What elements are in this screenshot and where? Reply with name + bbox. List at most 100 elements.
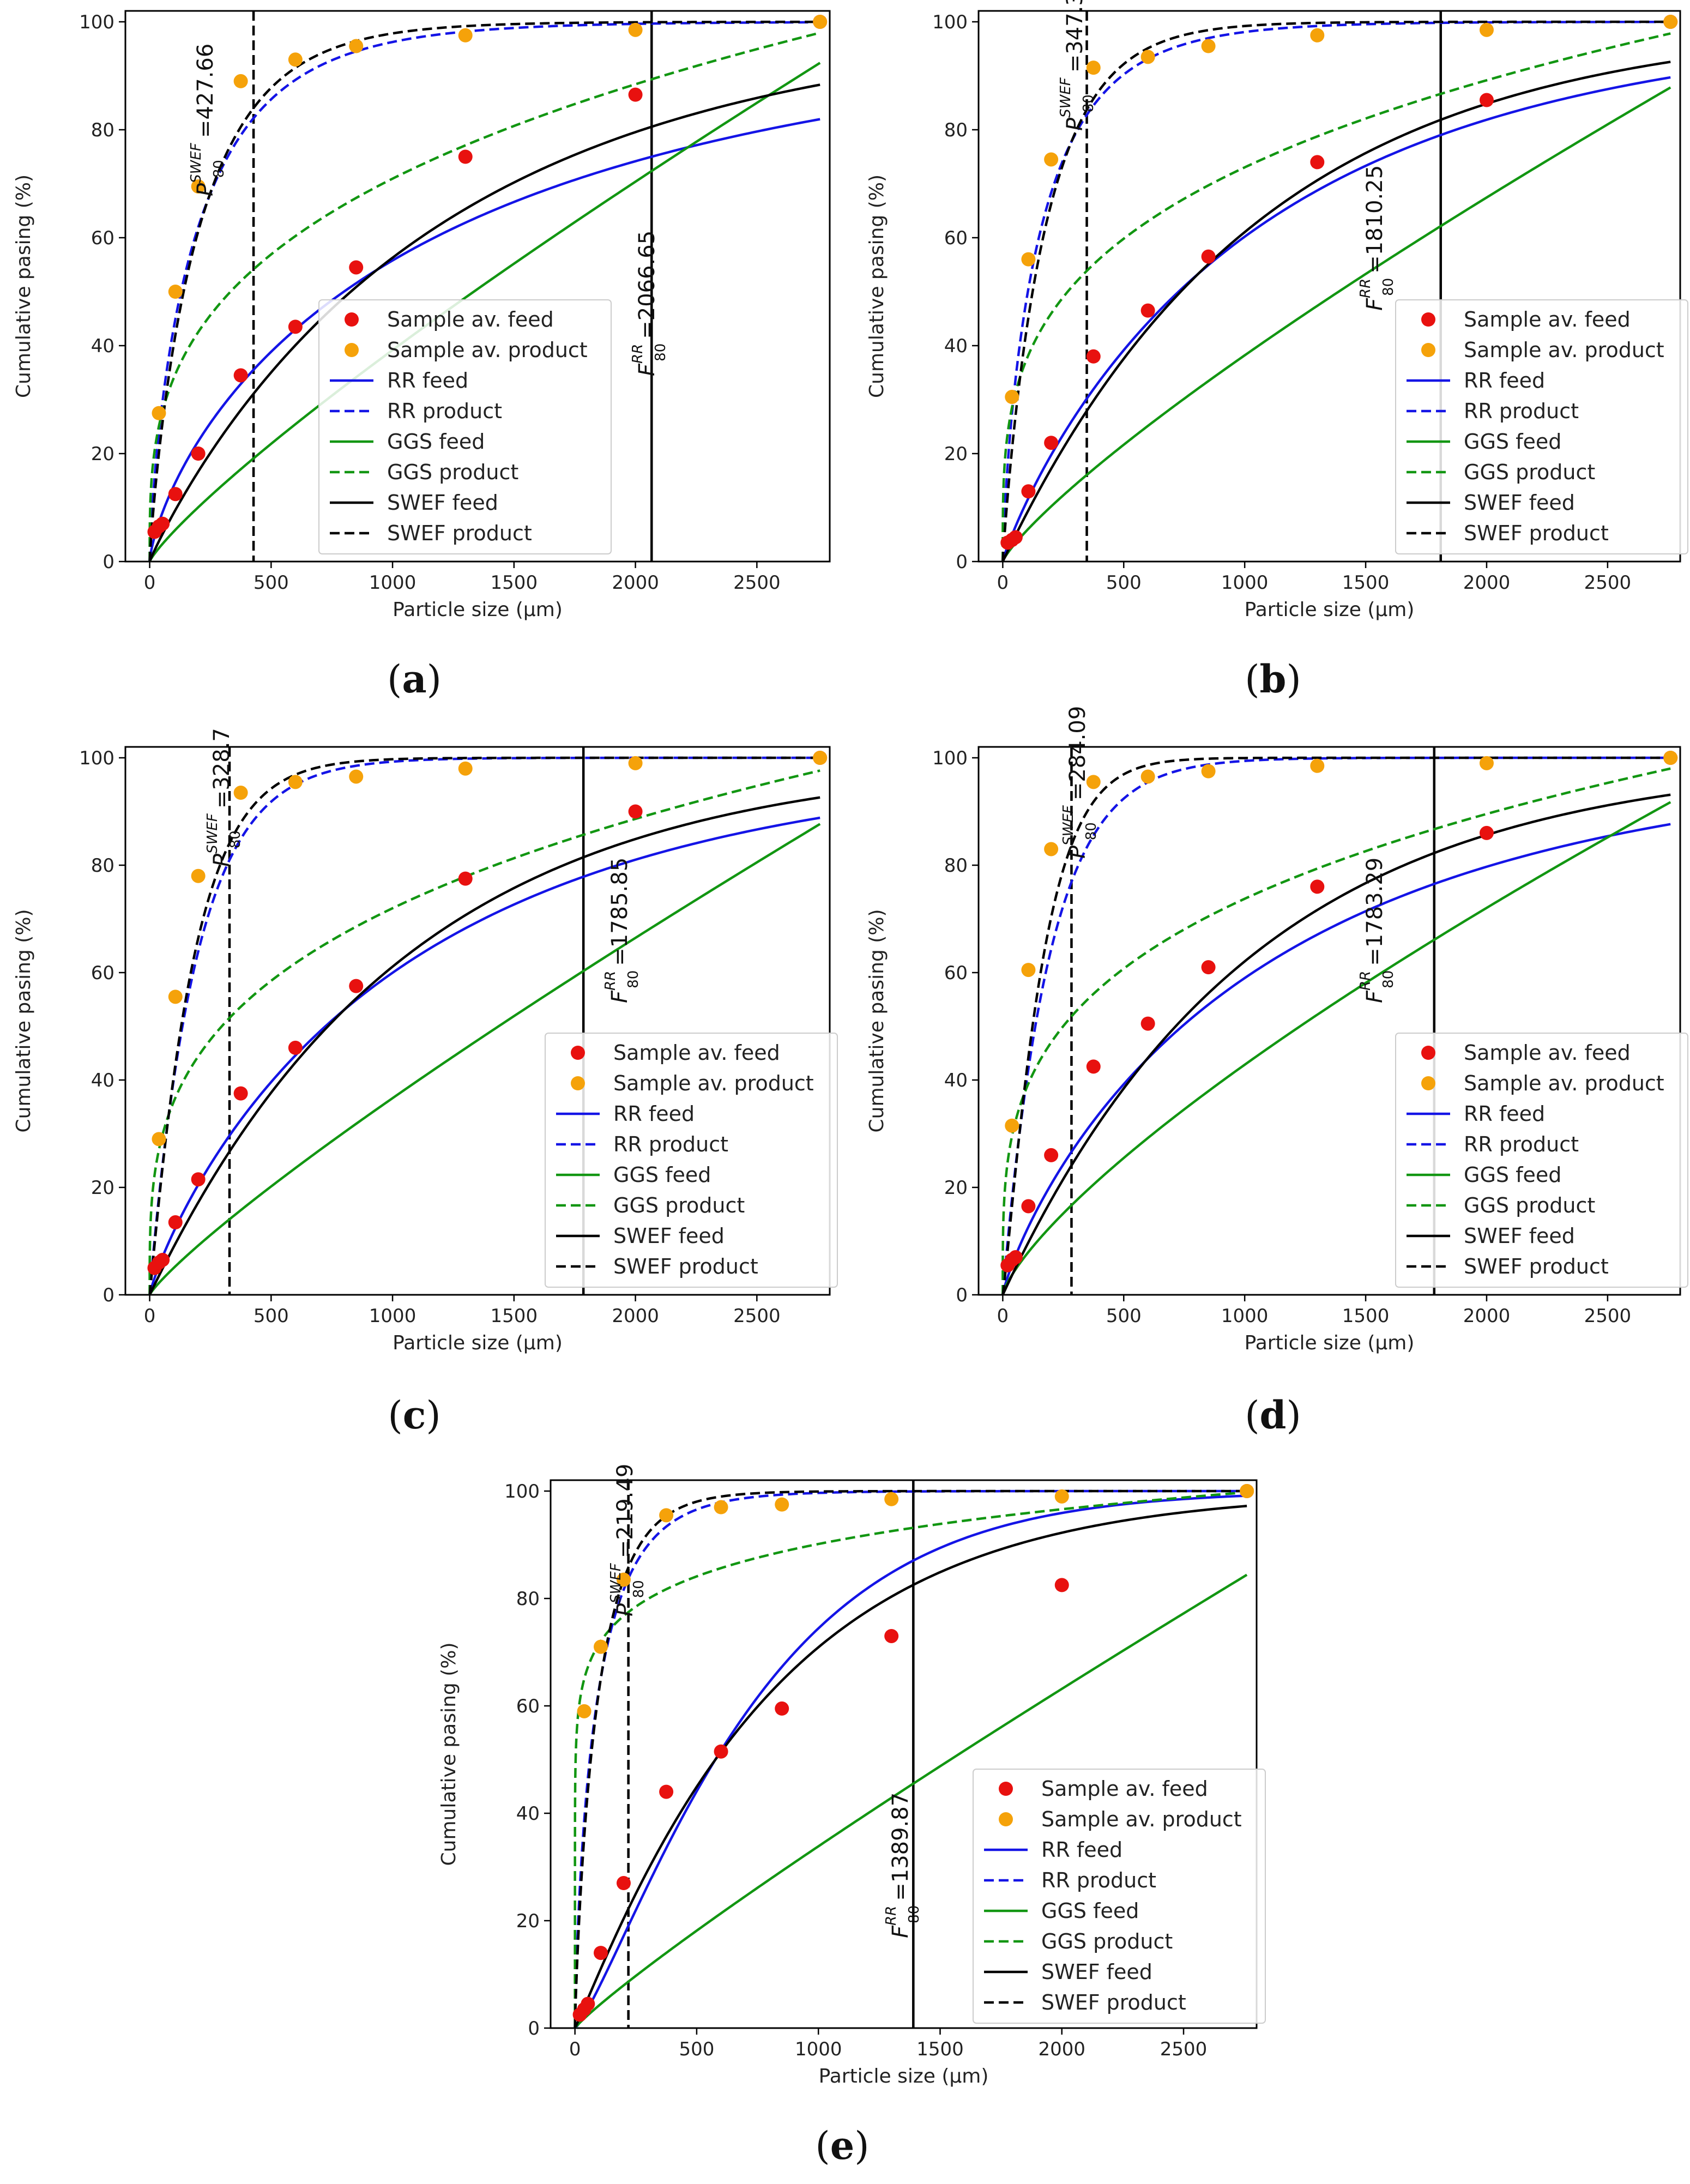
x-tick-label: 2500	[1160, 2038, 1208, 2060]
product-sample-point	[1021, 963, 1036, 978]
curve-ggs-feed	[148, 62, 821, 562]
x-tick-label: 500	[254, 572, 289, 594]
p80-swef-annotation: PSWEF 80=219.49	[608, 1464, 647, 1616]
product-sample-point	[1021, 252, 1036, 267]
feed-sample-point	[628, 87, 643, 102]
feed-sample-point	[191, 1172, 206, 1187]
y-axis-label: Cumulative pasing (%)	[866, 909, 888, 1133]
panel-caption: (e)	[815, 2123, 869, 2168]
feed-sample-point	[1021, 484, 1036, 499]
product-sample-point	[458, 761, 473, 776]
legend-entry: Sample av. product	[613, 1071, 814, 1095]
feed-sample-point	[168, 1215, 183, 1230]
y-tick-label: 80	[516, 1588, 540, 1610]
legend-entry: GGS product	[387, 460, 518, 484]
product-sample-point	[349, 769, 364, 784]
product-sample-point	[233, 74, 248, 88]
curve-swef-feed	[1001, 793, 1671, 1295]
legend-entry: GGS product	[613, 1193, 745, 1217]
product-sample-point	[1201, 764, 1216, 779]
curve-swef-product	[148, 756, 820, 1295]
feed-sample-point	[1140, 1016, 1155, 1031]
p80-swef-annotation: PSWEF 80=328.7	[204, 728, 244, 867]
feed-sample-point	[1008, 1250, 1023, 1265]
legend-box	[545, 1033, 838, 1288]
legend-entry: RR product	[1464, 399, 1579, 423]
y-axis-label: Cumulative pasing (%)	[13, 174, 35, 398]
chart-panel-a: 0 500 1000 1500 2000 2500 0 20 40 60 80 100 Particle…	[13, 10, 831, 702]
legend-box	[318, 299, 612, 554]
x-tick-label: 1500	[491, 572, 538, 594]
x-tick-label: 1000	[369, 572, 417, 594]
f80-rr-annotation: FRR 80=1785.85	[602, 858, 642, 1003]
product-sample-point	[1005, 390, 1019, 405]
legend-entry: SWEF feed	[613, 1224, 725, 1248]
legend-entry: GGS product	[1464, 460, 1595, 484]
feed-sample-point	[349, 979, 364, 993]
feed-sample-point	[168, 487, 183, 502]
product-sample-point	[1005, 1118, 1019, 1133]
product-sample-point	[1044, 842, 1059, 856]
legend-marker	[571, 1076, 585, 1090]
feed-sample-point	[1044, 1148, 1059, 1162]
legend-marker	[571, 1046, 585, 1060]
feed-sample-point	[1054, 1578, 1069, 1592]
curve-ggs-product	[574, 1491, 1247, 2028]
x-tick-label: 500	[1106, 572, 1142, 594]
y-tick-label: 80	[944, 119, 968, 141]
product-sample-point	[1086, 61, 1101, 75]
x-tick-label: 2500	[733, 572, 781, 594]
feed-sample-point	[714, 1744, 728, 1759]
y-tick-label: 20	[944, 443, 968, 465]
feed-sample-point	[1008, 530, 1023, 545]
product-sample-point	[1044, 152, 1059, 167]
x-tick-label: 500	[679, 2038, 714, 2060]
legend-entry: SWEF product	[613, 1254, 758, 1278]
feed-sample-point	[1310, 879, 1325, 894]
y-tick-label: 80	[944, 855, 968, 877]
y-tick-label: 0	[956, 1284, 968, 1306]
legend-entry: RR feed	[387, 369, 468, 393]
y-tick-label: 100	[79, 747, 114, 769]
chart-panel-b: 0 500 1000 1500 2000 2500 0 20 40 60 80 100 Particle…	[866, 0, 1688, 702]
y-tick-label: 0	[528, 2018, 540, 2040]
product-sample-point	[1479, 22, 1494, 37]
feed-sample-point	[1140, 303, 1155, 318]
legend-entry: Sample av. feed	[1464, 307, 1631, 331]
legend-marker	[1421, 1046, 1435, 1060]
x-tick-label: 2000	[1463, 1305, 1511, 1327]
curve-ggs-product	[1001, 767, 1671, 1295]
feed-sample-point	[628, 804, 643, 819]
x-tick-label: 0	[144, 1305, 156, 1327]
legend-entry: RR feed	[1041, 1838, 1122, 1862]
legend-marker	[1421, 1076, 1435, 1090]
feed-sample-point	[775, 1701, 789, 1716]
product-sample-point	[813, 15, 828, 29]
legend-marker	[1421, 343, 1435, 357]
feed-sample-point	[191, 447, 206, 461]
feed-sample-point	[1086, 349, 1101, 364]
y-tick-label: 0	[956, 551, 968, 573]
product-sample-point	[616, 1572, 631, 1587]
axes-frame	[124, 746, 831, 1296]
product-sample-point	[628, 22, 643, 37]
legend-marker	[345, 312, 359, 327]
product-sample-point	[191, 179, 206, 194]
legend: Sample av. feed Sample av. product RR feed…	[1395, 1033, 1688, 1288]
x-tick-label: 2000	[1463, 572, 1511, 594]
x-axis-label: Particle size (μm)	[393, 599, 563, 621]
legend-entry: Sample av. feed	[1041, 1777, 1208, 1801]
feed-sample-point	[581, 1996, 595, 2011]
y-tick-label: 40	[516, 1803, 540, 1825]
curve-swef-product	[1001, 756, 1671, 1295]
product-sample-point	[1240, 1484, 1254, 1498]
legend-entry: SWEF feed	[1464, 491, 1575, 515]
p80-swef-annotation: PSWEF 80=284.09	[1060, 706, 1100, 859]
legend-marker	[345, 343, 359, 357]
product-sample-point	[775, 1497, 789, 1512]
curve-swef-feed	[148, 83, 820, 562]
x-tick-label: 1000	[795, 2038, 842, 2060]
x-tick-label: 0	[997, 572, 1009, 594]
panel-caption: (b)	[1245, 656, 1301, 702]
